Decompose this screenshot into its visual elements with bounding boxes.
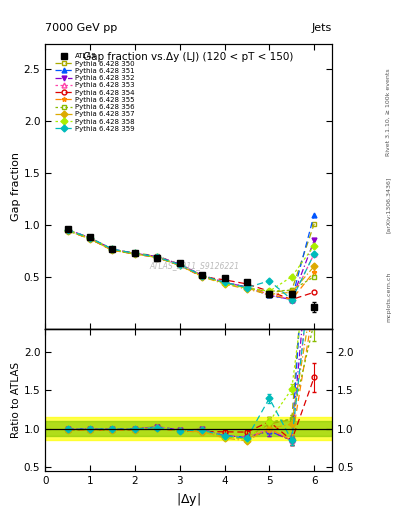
- Legend: ATLAS, Pythia 6.428 350, Pythia 6.428 351, Pythia 6.428 352, Pythia 6.428 353, P: ATLAS, Pythia 6.428 350, Pythia 6.428 35…: [54, 53, 136, 133]
- Text: [arXiv:1306.3436]: [arXiv:1306.3436]: [386, 177, 391, 233]
- Text: ATLAS_2011_S9126221: ATLAS_2011_S9126221: [149, 261, 239, 270]
- Text: Gap fraction vs.Δy (LJ) (120 < pT < 150): Gap fraction vs.Δy (LJ) (120 < pT < 150): [83, 52, 294, 62]
- Text: mcplots.cern.ch: mcplots.cern.ch: [386, 272, 391, 322]
- Text: Rivet 3.1.10, ≥ 100k events: Rivet 3.1.10, ≥ 100k events: [386, 69, 391, 157]
- Y-axis label: Gap fraction: Gap fraction: [11, 152, 21, 221]
- Y-axis label: Ratio to ATLAS: Ratio to ATLAS: [11, 361, 21, 438]
- X-axis label: |$\Delta$y|: |$\Delta$y|: [176, 492, 201, 508]
- Text: Jets: Jets: [312, 23, 332, 33]
- Text: 7000 GeV pp: 7000 GeV pp: [45, 23, 118, 33]
